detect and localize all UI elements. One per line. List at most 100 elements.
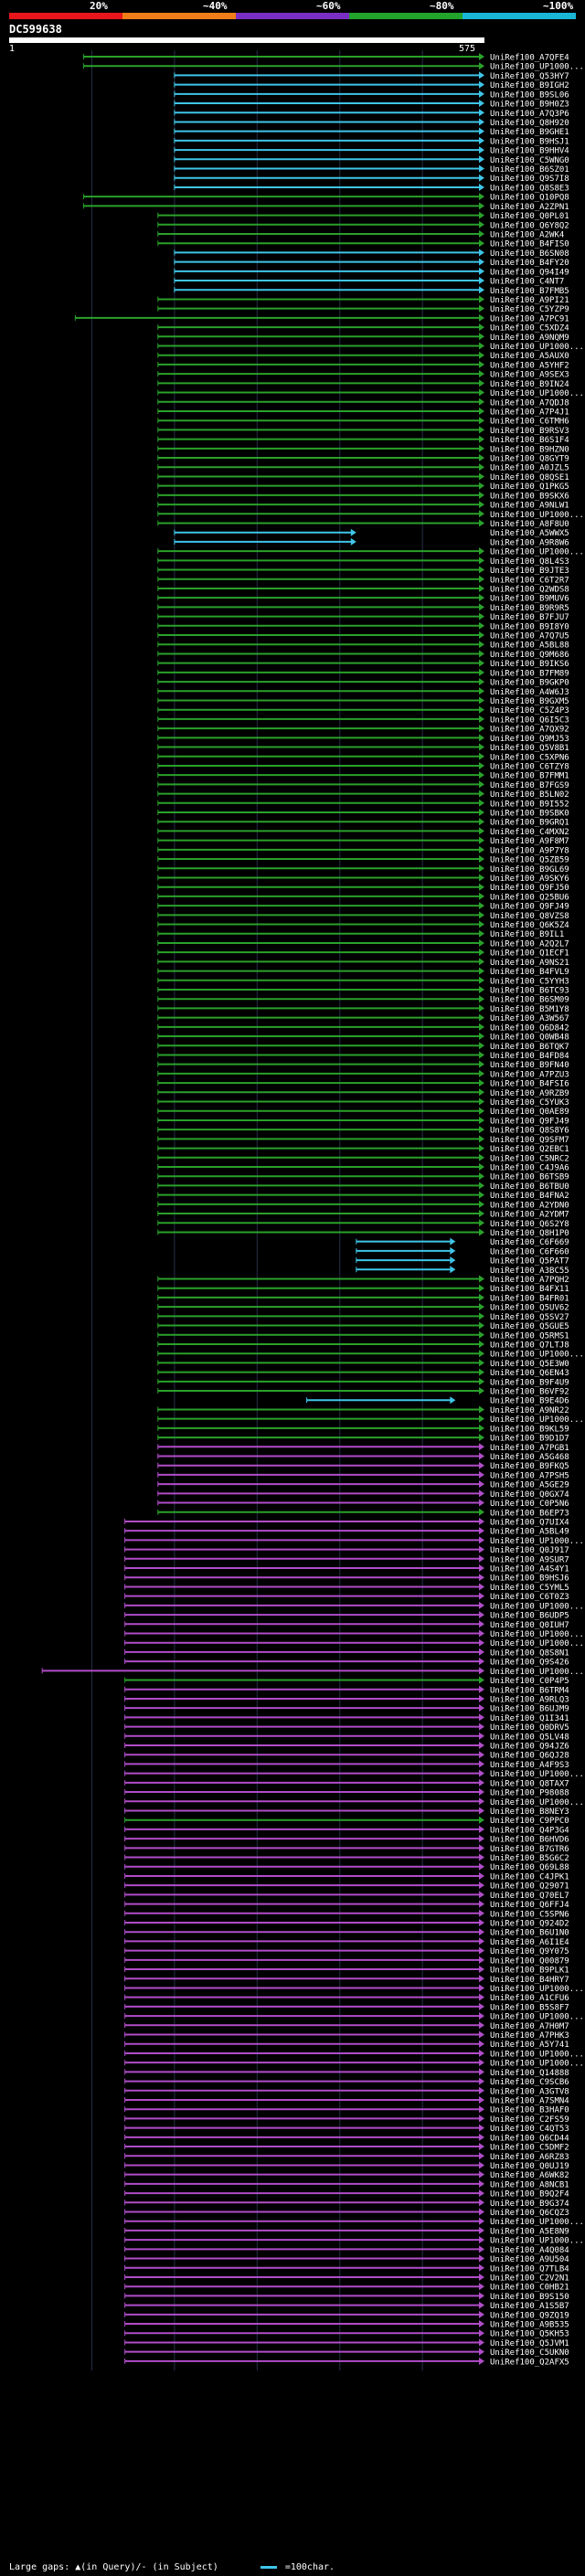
hit-arrow bbox=[479, 1545, 484, 1553]
hit-arrow bbox=[450, 1256, 456, 1265]
hit-arrow bbox=[479, 136, 484, 144]
hit-arrow bbox=[479, 267, 484, 275]
hit-label: UniRef100_Q9SFM7 bbox=[490, 1136, 569, 1145]
hit-label: UniRef100_C6T0Z3 bbox=[490, 1593, 569, 1602]
hit-arrow bbox=[479, 2245, 484, 2253]
hit-label: UniRef100_Q69L88 bbox=[490, 1863, 569, 1872]
hit-arrow bbox=[450, 1396, 456, 1405]
query-end: 575 bbox=[459, 44, 476, 54]
hit-label: UniRef100_A5GE29 bbox=[490, 1481, 569, 1490]
hit-arrow bbox=[479, 100, 484, 108]
hit-label: UniRef100_UP1000... bbox=[490, 389, 584, 398]
hit-label: UniRef100_B7FGS9 bbox=[490, 781, 569, 790]
hit-arrow bbox=[479, 2189, 484, 2198]
hit-arrow bbox=[479, 2115, 484, 2123]
hit-label: UniRef100_B4FD84 bbox=[490, 1052, 569, 1061]
hit-label: UniRef100_C4JPK1 bbox=[490, 1872, 569, 1882]
hit-label: UniRef100_Q0WB48 bbox=[490, 1034, 569, 1043]
hit-label: UniRef100_B7FMB5 bbox=[490, 287, 569, 296]
hit-arrow bbox=[479, 1275, 484, 1283]
hit-arrow bbox=[479, 1517, 484, 1525]
hit-arrow bbox=[479, 313, 484, 322]
hit-arrow bbox=[479, 1667, 484, 1675]
hit-label: UniRef100_C2FS59 bbox=[490, 2115, 569, 2125]
hit-arrow bbox=[479, 1303, 484, 1311]
hit-arrow bbox=[479, 435, 484, 443]
hit-arrow bbox=[479, 1723, 484, 1731]
hit-arrow bbox=[479, 501, 484, 509]
scale-label: ~40% bbox=[203, 0, 228, 12]
hit-label: UniRef100_B4FSI6 bbox=[490, 1080, 569, 1089]
hit-label: UniRef100_B9MUV6 bbox=[490, 595, 569, 604]
hit-arrow bbox=[479, 2133, 484, 2141]
hit-label: UniRef100_Q5E3W0 bbox=[490, 1360, 569, 1369]
hit-arrow bbox=[479, 2124, 484, 2132]
hit-arrow bbox=[479, 71, 484, 80]
hit-arrow bbox=[479, 2208, 484, 2216]
hit-arrow bbox=[479, 2310, 484, 2318]
hit-label: UniRef100_A5AUX0 bbox=[490, 352, 569, 361]
hit-label: UniRef100_Q6FFJ4 bbox=[490, 1901, 569, 1910]
hit-arrow bbox=[479, 836, 484, 844]
hit-label: UniRef100_P98088 bbox=[490, 1789, 569, 1798]
hit-arrow bbox=[479, 1088, 484, 1097]
hit-label: UniRef100_B4HRY7 bbox=[490, 1976, 569, 1985]
hit-label: UniRef100_C5XPN6 bbox=[490, 753, 569, 762]
hit-label: UniRef100_Q1PKG5 bbox=[490, 482, 569, 492]
hit-arrow bbox=[479, 229, 484, 238]
hit-arrow bbox=[479, 1937, 484, 1945]
hit-arrow bbox=[479, 258, 484, 266]
hit-arrow bbox=[479, 1760, 484, 1768]
hit-label: UniRef100_UP1000... bbox=[490, 1602, 584, 1611]
hit-arrow bbox=[479, 53, 484, 60]
hit-label: UniRef100_Q7UIX4 bbox=[490, 1518, 569, 1527]
hit-label: UniRef100_C6F660 bbox=[490, 1247, 569, 1256]
hit-arrow bbox=[479, 1778, 484, 1786]
hit-label: UniRef100_UP1000... bbox=[490, 2013, 584, 2022]
hit-arrow bbox=[479, 1191, 484, 1199]
hit-arrow bbox=[479, 2226, 484, 2234]
hit-arrow bbox=[479, 1330, 484, 1339]
hit-arrow bbox=[479, 631, 484, 640]
hit-arrow bbox=[479, 1051, 484, 1059]
hit-arrow bbox=[479, 304, 484, 313]
hit-label: UniRef100_Q2EBC1 bbox=[490, 1145, 569, 1154]
hit-arrow bbox=[479, 482, 484, 490]
hit-label: UniRef100_B6TRM4 bbox=[490, 1686, 569, 1695]
hit-label: UniRef100_C4NT7 bbox=[490, 278, 564, 287]
hit-arrow bbox=[479, 668, 484, 676]
hit-label: UniRef100_C9SCB6 bbox=[490, 2078, 569, 2087]
hit-label: UniRef100_B8NEY3 bbox=[490, 1807, 569, 1817]
scale-label: ~80% bbox=[430, 0, 454, 12]
scale-label: ~60% bbox=[316, 0, 341, 12]
hit-label: UniRef100_Q1I341 bbox=[490, 1714, 569, 1723]
hit-arrow bbox=[479, 1751, 484, 1759]
hit-arrow bbox=[479, 388, 484, 397]
hit-label: UniRef100_C4J9A6 bbox=[490, 1163, 569, 1172]
hit-label: UniRef100_B9Q2F4 bbox=[490, 2190, 569, 2200]
hit-arrow bbox=[479, 780, 484, 789]
hit-arrow bbox=[479, 1434, 484, 1442]
hit-label: UniRef100_C2V2N1 bbox=[490, 2274, 569, 2283]
hit-label: UniRef100_A9NLW1 bbox=[490, 502, 569, 511]
hit-arrow bbox=[479, 799, 484, 807]
hit-label: UniRef100_Q5GUE5 bbox=[490, 1322, 569, 1331]
hit-arrow bbox=[479, 1769, 484, 1777]
hit-label: UniRef100_Q0J917 bbox=[490, 1546, 569, 1555]
hit-label: UniRef100_B9RSV3 bbox=[490, 427, 569, 436]
hit-arrow bbox=[479, 1694, 484, 1702]
hit-label: UniRef100_Q7LTJ8 bbox=[490, 1341, 569, 1350]
hit-label: UniRef100_B9HHV4 bbox=[490, 147, 569, 156]
hit-label: UniRef100_C5YYH3 bbox=[490, 977, 569, 986]
hit-arrow bbox=[479, 1919, 484, 1926]
hit-arrow bbox=[479, 1788, 484, 1797]
hit-arrow bbox=[479, 752, 484, 760]
hit-label: UniRef100_B9GXM5 bbox=[490, 697, 569, 706]
query-id: DC599638 bbox=[9, 23, 62, 36]
hit-label: UniRef100_UP1000... bbox=[490, 1537, 584, 1546]
hit-label: UniRef100_A3W567 bbox=[490, 1014, 569, 1023]
hit-arrow bbox=[479, 1975, 484, 1983]
hit-label: UniRef100_Q6S2Y8 bbox=[490, 1220, 569, 1229]
hit-label: UniRef100_A7PQH2 bbox=[490, 1276, 569, 1285]
hit-arrow bbox=[479, 687, 484, 695]
